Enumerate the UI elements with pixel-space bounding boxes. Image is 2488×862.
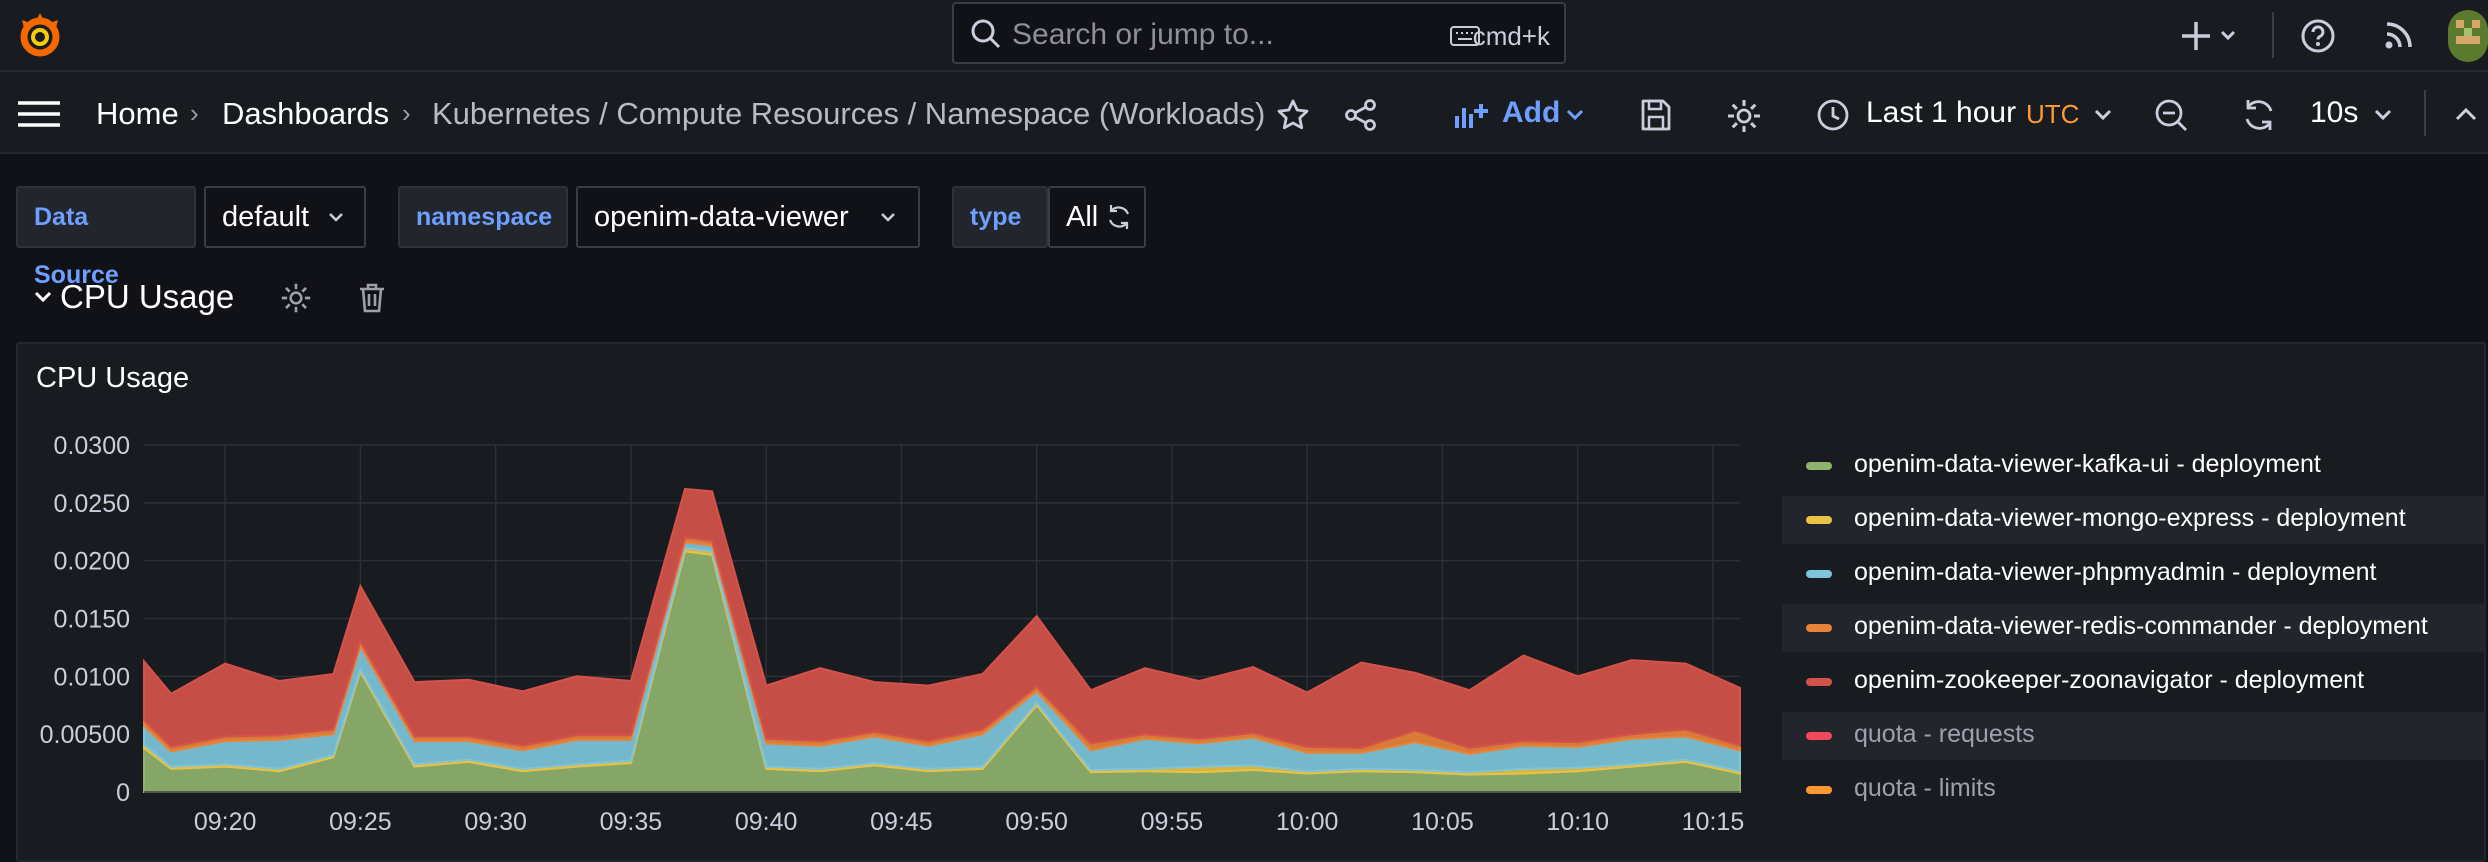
legend-item[interactable]: quota - requests (1782, 712, 2486, 760)
x-tick-label: 10:15 (1682, 808, 1745, 836)
y-tick-label: 0.0300 (54, 432, 130, 460)
chevron-down-icon[interactable] (1566, 108, 1584, 122)
x-tick-label: 09:55 (1141, 808, 1204, 836)
y-tick-label: 0.0150 (54, 606, 130, 634)
refresh-icon[interactable] (2242, 98, 2276, 132)
variable-select-namespace[interactable]: openim-data-viewer (576, 186, 920, 248)
row-settings-gear-icon[interactable] (280, 282, 312, 314)
variable-label-datasource: Data Source (16, 186, 196, 289)
x-tick-label: 09:40 (735, 808, 798, 836)
variable-label-type: type (952, 186, 1048, 248)
variable-label-namespace: namespace (398, 186, 568, 248)
legend-item[interactable]: openim-data-viewer-mongo-express - deplo… (1782, 496, 2486, 544)
legend-swatch (1806, 786, 1832, 794)
refresh-icon (1108, 205, 1130, 229)
x-tick-label: 10:00 (1276, 808, 1339, 836)
breadcrumb-home[interactable]: Home (96, 96, 179, 131)
legend-swatch (1806, 678, 1832, 686)
chevron-down-icon (329, 213, 343, 222)
legend-label: openim-data-viewer-kafka-ui - deployment (1854, 450, 2321, 478)
add-panel-icon (1455, 104, 1488, 128)
share-icon[interactable] (1344, 98, 1378, 132)
legend-item[interactable]: quota - limits (1782, 766, 2486, 814)
search-shortcut: cmd+k (1472, 21, 1550, 51)
search-bar[interactable]: Search or jump to... cmd+k (952, 2, 1566, 64)
top-bar: Search or jump to... cmd+k (0, 0, 2488, 72)
legend-item[interactable]: openim-zookeeper-zoonavigator - deployme… (1782, 658, 2486, 706)
series-area-5 (143, 487, 1741, 750)
y-tick-label: 0.0200 (54, 548, 130, 576)
variable-value: All (1066, 201, 1099, 233)
legend-label: openim-data-viewer-phpmyadmin - deployme… (1854, 558, 2377, 586)
breadcrumb-separator: › (402, 98, 411, 128)
keyboard-icon (1450, 26, 1480, 46)
x-tick-label: 09:45 (870, 808, 933, 836)
legend-swatch (1806, 624, 1832, 632)
user-avatar[interactable] (2448, 10, 2488, 62)
breadcrumb-separator: › (190, 98, 199, 128)
row-collapse-icon[interactable] (34, 290, 52, 304)
star-icon[interactable] (1276, 98, 1310, 132)
legend-item[interactable]: openim-data-viewer-kafka-ui - deployment (1782, 442, 2486, 490)
new-plus-icon[interactable] (2182, 18, 2242, 54)
settings-gear-icon[interactable] (1726, 98, 1762, 134)
x-tick-label: 09:25 (329, 808, 392, 836)
legend-swatch (1806, 570, 1832, 578)
legend-label: quota - limits (1854, 774, 1996, 802)
chevron-down-icon[interactable] (2374, 108, 2392, 122)
divider (2424, 90, 2426, 136)
x-tick-label: 09:30 (464, 808, 527, 836)
x-tick-label: 10:10 (1546, 808, 1609, 836)
chevron-down-icon (881, 213, 895, 222)
search-icon (971, 19, 1001, 49)
variable-value: openim-data-viewer (594, 201, 849, 233)
breadcrumb-current: Kubernetes / Compute Resources / Namespa… (432, 96, 1266, 131)
save-icon[interactable] (1640, 98, 1672, 132)
chevron-up-icon[interactable] (2454, 106, 2478, 122)
variable-select-type[interactable]: All (1048, 186, 1146, 248)
search-placeholder: Search or jump to... (1012, 18, 1274, 51)
x-tick-label: 09:35 (600, 808, 663, 836)
grafana-logo[interactable] (14, 10, 66, 62)
zoom-out-icon[interactable] (2154, 98, 2188, 132)
clock-icon (1817, 99, 1849, 131)
legend-item[interactable]: openim-data-viewer-phpmyadmin - deployme… (1782, 550, 2486, 598)
chevron-down-icon[interactable] (2094, 108, 2112, 122)
breadcrumb-dashboards[interactable]: Dashboards (222, 96, 390, 131)
y-tick-label: 0.00500 (40, 721, 130, 749)
news-rss-icon[interactable] (2384, 20, 2414, 50)
y-tick-label: 0.0100 (54, 663, 130, 691)
panel-title: CPU Usage (36, 362, 190, 394)
trash-icon[interactable] (358, 282, 386, 314)
row-title[interactable]: CPU Usage (60, 278, 235, 315)
cpu-usage-chart: 0 0.00500 0.0100 0.0150 0.0200 0.0250 0.0300 09… (40, 432, 1745, 836)
legend-label: openim-data-viewer-mongo-express - deplo… (1854, 504, 2406, 532)
timezone-label: UTC (2026, 99, 2080, 129)
variable-select-datasource[interactable]: default (204, 186, 366, 248)
dashboard-navbar (0, 72, 2488, 154)
divider (2272, 12, 2274, 58)
legend-swatch (1806, 516, 1832, 524)
legend-label: quota - requests (1854, 720, 2035, 748)
legend-swatch (1806, 732, 1832, 740)
add-button[interactable]: Add (1502, 96, 1561, 129)
refresh-interval-picker[interactable]: 10s (2310, 96, 2359, 129)
x-tick-label: 09:50 (1005, 808, 1068, 836)
legend-item[interactable]: openim-data-viewer-redis-commander - dep… (1782, 604, 2486, 652)
menu-icon[interactable] (18, 100, 60, 128)
legend-label: openim-zookeeper-zoonavigator - deployme… (1854, 666, 2365, 694)
x-tick-label: 09:20 (194, 808, 257, 836)
y-tick-label: 0.0250 (54, 490, 130, 518)
y-tick-label: 0 (116, 779, 130, 807)
x-tick-label: 10:05 (1411, 808, 1474, 836)
cpu-usage-panel[interactable]: CPU Usage 0 0.00500 0.0100 0.0150 0.0200 0.02… (16, 342, 2486, 862)
variable-value: default (222, 201, 310, 233)
legend-swatch (1806, 462, 1832, 470)
help-icon[interactable] (2300, 18, 2336, 54)
legend-label: openim-data-viewer-redis-commander - dep… (1854, 612, 2428, 640)
time-range-picker[interactable]: Last 1 hour (1866, 96, 2017, 129)
